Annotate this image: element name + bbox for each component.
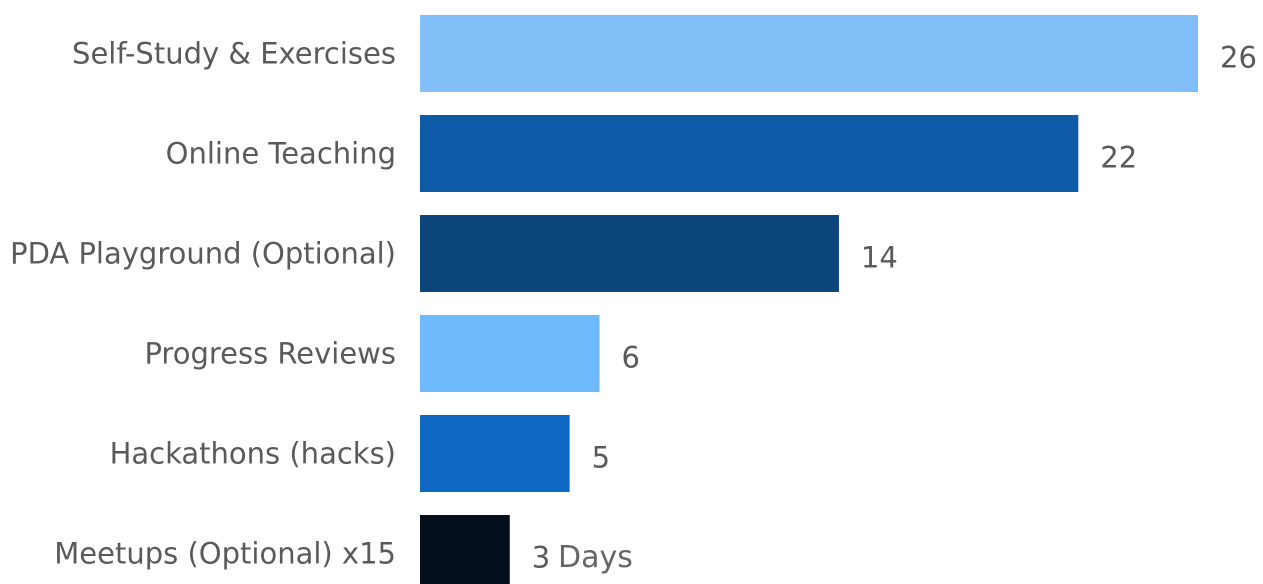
bar-2 — [420, 215, 839, 292]
bar-1 — [420, 115, 1079, 192]
value-label-0: 26 — [1220, 41, 1257, 75]
bar-5 — [420, 515, 510, 584]
category-label-5: Meetups (Optional) x15 — [54, 537, 396, 571]
category-label-2: PDA Playground (Optional) — [10, 237, 396, 271]
bar-3 — [420, 315, 600, 392]
value-label-5: 3 — [532, 541, 550, 575]
category-label-4: Hackathons (hacks) — [110, 437, 396, 471]
category-label-0: Self-Study & Exercises — [72, 37, 396, 71]
value-label-1: 22 — [1100, 141, 1137, 175]
value-label-4: 5 — [592, 441, 610, 475]
bar-4 — [420, 415, 570, 492]
category-label-1: Online Teaching — [166, 137, 396, 171]
unit-label: Days — [558, 540, 633, 575]
value-label-2: 14 — [861, 241, 898, 275]
bar-0 — [420, 15, 1198, 92]
value-label-3: 6 — [622, 341, 640, 375]
category-label-3: Progress Reviews — [144, 337, 396, 371]
